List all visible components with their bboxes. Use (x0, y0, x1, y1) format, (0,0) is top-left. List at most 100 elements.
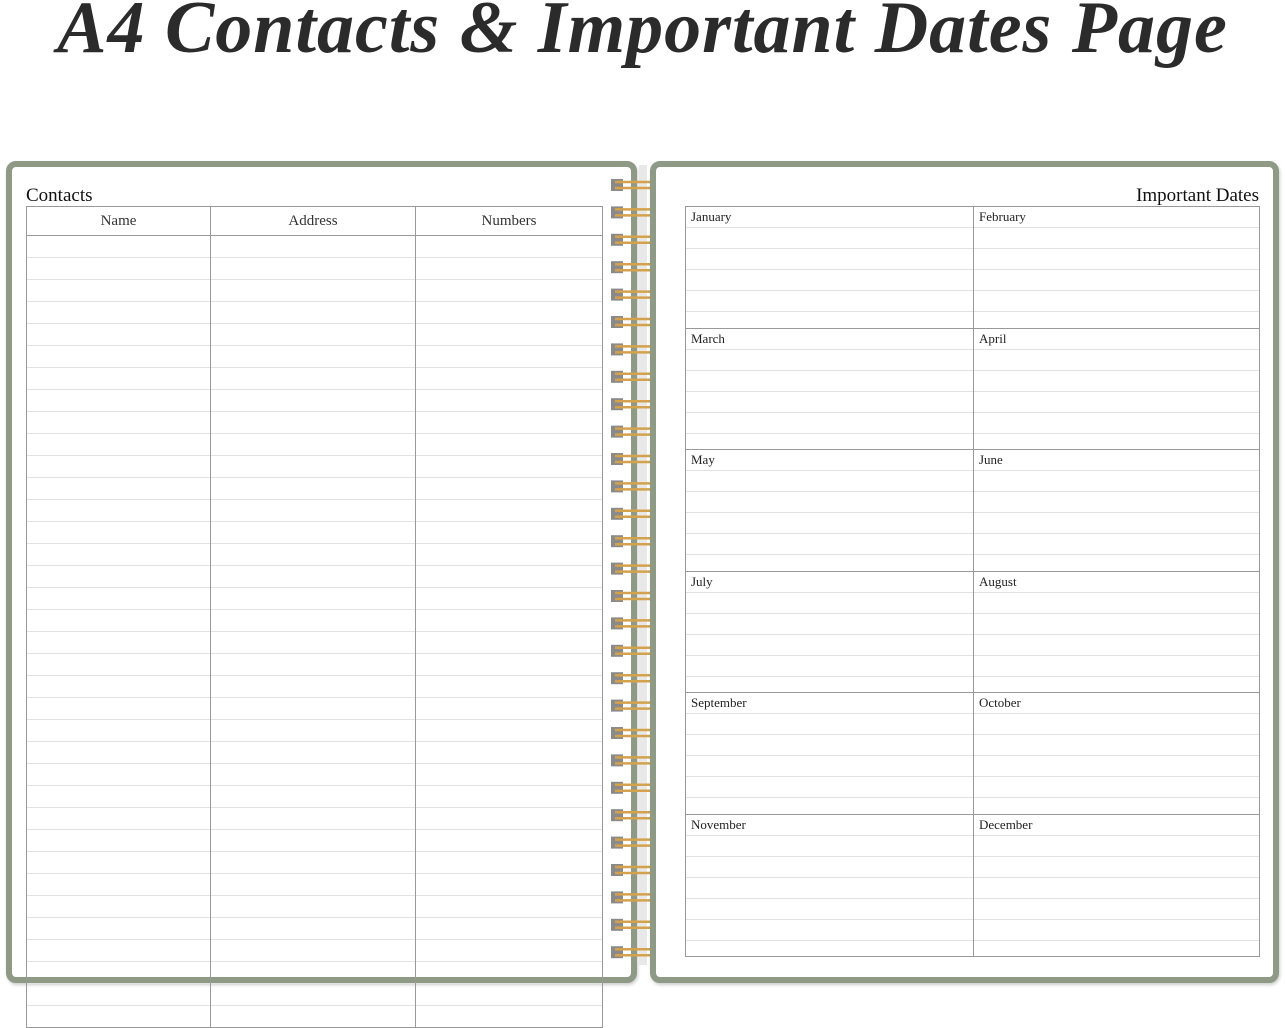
table-cell[interactable] (415, 521, 603, 544)
table-cell[interactable] (210, 235, 416, 258)
month-box-june[interactable]: June (974, 450, 1259, 572)
table-cell[interactable] (26, 367, 211, 390)
table-cell[interactable] (415, 235, 603, 258)
table-cell[interactable] (210, 499, 416, 522)
table-cell[interactable] (26, 477, 211, 500)
table-cell[interactable] (415, 389, 603, 412)
table-cell[interactable] (210, 609, 416, 632)
table-cell[interactable] (26, 301, 211, 324)
table-cell[interactable] (415, 301, 603, 324)
table-cell[interactable] (210, 389, 416, 412)
table-cell[interactable] (210, 543, 416, 566)
table-cell[interactable] (415, 917, 603, 940)
table-cell[interactable] (210, 719, 416, 742)
table-cell[interactable] (210, 917, 416, 940)
table-cell[interactable] (26, 829, 211, 852)
table-cell[interactable] (26, 565, 211, 588)
table-cell[interactable] (26, 345, 211, 368)
table-cell[interactable] (26, 741, 211, 764)
table-cell[interactable] (415, 675, 603, 698)
month-box-august[interactable]: August (974, 571, 1259, 693)
table-cell[interactable] (210, 741, 416, 764)
table-cell[interactable] (415, 741, 603, 764)
table-cell[interactable] (210, 257, 416, 280)
table-cell[interactable] (26, 433, 211, 456)
table-cell[interactable] (26, 279, 211, 302)
table-cell[interactable] (210, 631, 416, 654)
month-box-july[interactable]: July (686, 571, 974, 693)
table-cell[interactable] (415, 873, 603, 896)
month-box-december[interactable]: December (974, 814, 1259, 956)
table-cell[interactable] (26, 807, 211, 830)
table-cell[interactable] (26, 983, 211, 1006)
table-cell[interactable] (415, 257, 603, 280)
table-cell[interactable] (415, 323, 603, 346)
table-cell[interactable] (26, 521, 211, 544)
table-cell[interactable] (210, 301, 416, 324)
month-box-march[interactable]: March (686, 328, 974, 450)
table-cell[interactable] (415, 609, 603, 632)
table-cell[interactable] (210, 279, 416, 302)
table-cell[interactable] (415, 829, 603, 852)
table-cell[interactable] (26, 895, 211, 918)
table-cell[interactable] (415, 785, 603, 808)
table-cell[interactable] (210, 433, 416, 456)
table-cell[interactable] (415, 697, 603, 720)
month-box-april[interactable]: April (974, 328, 1259, 450)
table-cell[interactable] (210, 345, 416, 368)
table-cell[interactable] (26, 785, 211, 808)
table-cell[interactable] (210, 565, 416, 588)
table-cell[interactable] (415, 455, 603, 478)
table-cell[interactable] (26, 499, 211, 522)
table-cell[interactable] (26, 543, 211, 566)
table-cell[interactable] (415, 565, 603, 588)
table-cell[interactable] (210, 455, 416, 478)
table-cell[interactable] (26, 323, 211, 346)
table-cell[interactable] (415, 543, 603, 566)
table-cell[interactable] (415, 433, 603, 456)
table-cell[interactable] (415, 631, 603, 654)
table-cell[interactable] (210, 829, 416, 852)
month-box-may[interactable]: May (686, 450, 974, 572)
table-cell[interactable] (26, 763, 211, 786)
table-cell[interactable] (415, 983, 603, 1006)
table-cell[interactable] (26, 609, 211, 632)
month-box-september[interactable]: September (686, 693, 974, 815)
table-cell[interactable] (415, 807, 603, 830)
month-box-january[interactable]: January (686, 207, 974, 329)
table-cell[interactable] (26, 235, 211, 258)
table-cell[interactable] (210, 521, 416, 544)
table-cell[interactable] (415, 587, 603, 610)
table-cell[interactable] (415, 895, 603, 918)
table-cell[interactable] (415, 279, 603, 302)
table-cell[interactable] (210, 851, 416, 874)
table-cell[interactable] (210, 983, 416, 1006)
table-cell[interactable] (26, 631, 211, 654)
table-cell[interactable] (415, 499, 603, 522)
table-cell[interactable] (210, 895, 416, 918)
table-cell[interactable] (210, 587, 416, 610)
month-box-november[interactable]: November (686, 814, 974, 956)
table-cell[interactable] (210, 807, 416, 830)
table-cell[interactable] (26, 411, 211, 434)
table-cell[interactable] (415, 961, 603, 984)
table-cell[interactable] (415, 367, 603, 390)
table-cell[interactable] (210, 939, 416, 962)
month-box-october[interactable]: October (974, 693, 1259, 815)
table-cell[interactable] (210, 873, 416, 896)
table-cell[interactable] (26, 1005, 211, 1028)
table-cell[interactable] (415, 719, 603, 742)
table-cell[interactable] (210, 411, 416, 434)
table-cell[interactable] (415, 851, 603, 874)
table-cell[interactable] (210, 477, 416, 500)
table-cell[interactable] (26, 587, 211, 610)
table-cell[interactable] (415, 345, 603, 368)
table-cell[interactable] (415, 653, 603, 676)
table-cell[interactable] (210, 763, 416, 786)
table-cell[interactable] (415, 1005, 603, 1028)
table-cell[interactable] (415, 763, 603, 786)
table-cell[interactable] (210, 785, 416, 808)
table-cell[interactable] (26, 917, 211, 940)
table-cell[interactable] (210, 367, 416, 390)
table-cell[interactable] (210, 697, 416, 720)
